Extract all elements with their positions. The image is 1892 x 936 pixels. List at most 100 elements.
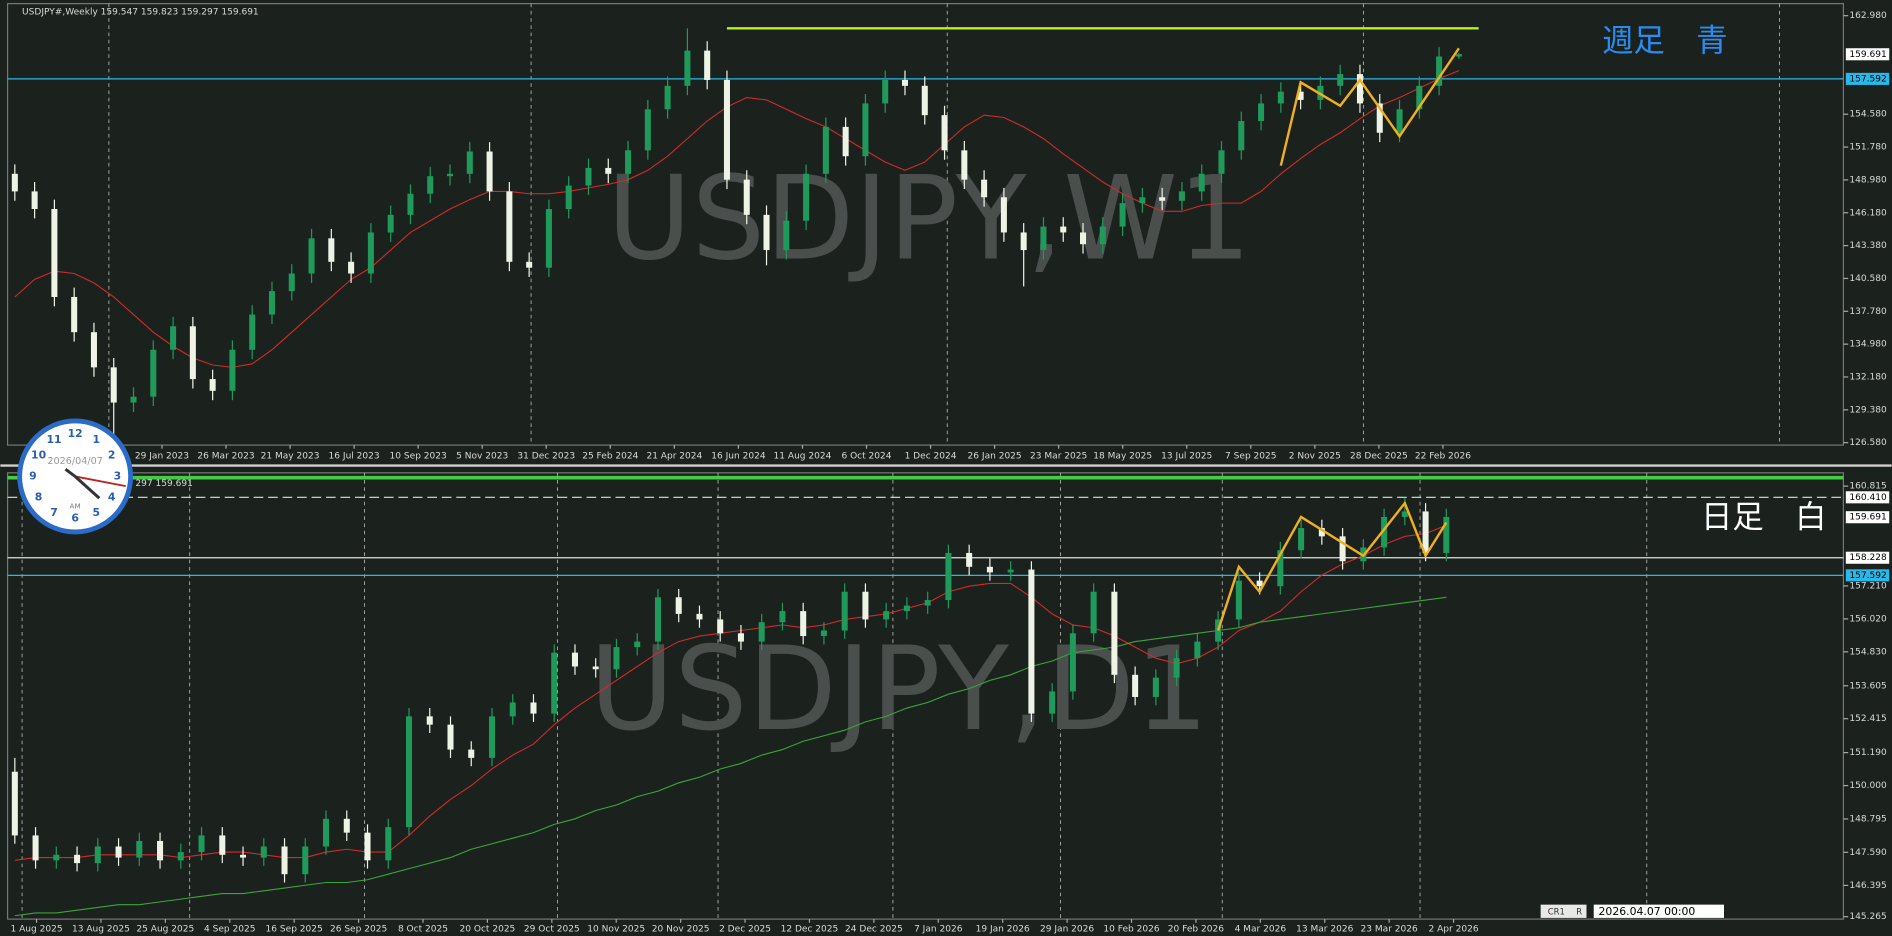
- candle-body: [981, 179, 988, 198]
- candle-body: [281, 846, 288, 875]
- x-tick-label: 29 Jan 2026: [1040, 924, 1094, 934]
- candle-body: [506, 191, 513, 262]
- candle-body: [717, 619, 724, 634]
- candle-body: [585, 167, 592, 186]
- candle-body: [170, 326, 177, 350]
- candle-body: [883, 611, 890, 620]
- price-label-box: [1845, 491, 1890, 504]
- candle-body: [90, 332, 97, 368]
- x-tick-label: 5 Nov 2023: [456, 451, 508, 461]
- candle-body: [1455, 54, 1462, 57]
- candle-body: [1436, 56, 1443, 86]
- candle-body: [1238, 121, 1245, 151]
- x-tick-label: 28 Dec 2025: [1350, 451, 1408, 461]
- candle-body: [348, 261, 355, 274]
- candle-body: [1028, 569, 1035, 714]
- candle-body: [1235, 580, 1242, 620]
- y-tick-label: 157.210: [1849, 581, 1887, 591]
- y-tick-label: 153.605: [1849, 681, 1886, 691]
- x-tick-label: 16 Sep 2025: [266, 924, 323, 934]
- candle-body: [1000, 197, 1007, 233]
- candle-body: [820, 630, 827, 637]
- price-label: 157.592: [1849, 571, 1886, 581]
- price-label-box: [1845, 551, 1890, 564]
- candle-body: [763, 214, 770, 251]
- candle-body: [32, 835, 39, 861]
- candle-body: [605, 167, 612, 174]
- clock-number: 9: [29, 469, 37, 482]
- x-tick-label: 7 Jan 2026: [914, 924, 963, 934]
- clock-number: 4: [108, 491, 116, 504]
- y-tick-label: 140.580: [1849, 274, 1887, 284]
- candle-body: [634, 641, 641, 648]
- candle-body: [803, 173, 810, 221]
- x-tick-label: 4 Mar 2026: [1235, 924, 1287, 934]
- candle-body: [110, 367, 117, 403]
- x-tick-label: 25 Aug 2025: [136, 924, 194, 934]
- candle-body: [1060, 226, 1067, 233]
- x-tick-label: 20 Feb 2026: [1168, 924, 1224, 934]
- candle-body: [268, 291, 275, 315]
- candle-body: [924, 600, 931, 606]
- candle-body: [1090, 591, 1097, 634]
- candle-body: [31, 191, 38, 209]
- candle-body: [526, 261, 533, 268]
- clock-hand: [74, 475, 126, 487]
- candle-body: [302, 846, 309, 875]
- candle-body: [986, 566, 993, 573]
- candle-body: [71, 296, 78, 333]
- candle-body: [189, 326, 196, 380]
- candle-body: [53, 854, 60, 861]
- candle-body: [684, 50, 691, 86]
- candle-body: [966, 552, 973, 567]
- x-tick-label: 31 Dec 2023: [517, 451, 575, 461]
- chart-header: 297 159.691: [135, 479, 192, 489]
- y-tick-label: 152.415: [1849, 714, 1886, 724]
- candle-body: [387, 214, 394, 233]
- candle-body: [488, 716, 496, 758]
- candle-body: [654, 597, 661, 642]
- candle-body: [468, 749, 475, 758]
- x-tick-label: 4 Sep 2025: [204, 924, 256, 934]
- candle-body: [1132, 674, 1139, 697]
- candle-body: [1381, 516, 1388, 548]
- price-label-box: [1845, 72, 1890, 85]
- x-tick-label: 20 Oct 2025: [459, 924, 515, 934]
- candle-body: [1422, 511, 1429, 553]
- candle-body: [209, 379, 216, 391]
- x-tick-label: 24 Dec 2025: [845, 924, 903, 934]
- candle-body: [1258, 103, 1265, 122]
- candle-body: [961, 150, 968, 180]
- x-tick-label: 13 Mar 2026: [1296, 924, 1354, 934]
- y-tick-label: 126.580: [1849, 438, 1887, 448]
- candle-body: [130, 396, 137, 403]
- candle-body: [1152, 677, 1159, 697]
- candle-body: [945, 552, 952, 601]
- clock-number: 10: [31, 448, 47, 461]
- candle-body: [1337, 74, 1344, 86]
- candle-body: [1339, 536, 1346, 562]
- candle-body: [1198, 173, 1205, 192]
- candle-body: [150, 349, 157, 397]
- candle-body: [157, 840, 164, 861]
- chart-header: USDJPY#,Weekly 159.547 159.823 159.297 1…: [22, 8, 259, 18]
- candle-body: [1040, 226, 1047, 251]
- watermark: USDJPY,W1: [607, 152, 1251, 286]
- candle-body: [308, 238, 315, 274]
- clock-hand: [74, 475, 101, 500]
- x-tick-label: 19 Jan 2026: [976, 924, 1030, 934]
- plot-layer: USDJPY,W1162.980154.580151.780148.980146…: [7, 3, 1890, 934]
- x-tick-label: 1 Dec 2024: [905, 451, 957, 461]
- candle-body: [1194, 641, 1201, 659]
- x-tick-label: 10 Nov 2025: [587, 924, 645, 934]
- candle-body: [565, 185, 572, 209]
- annotation: 日足 白: [1701, 500, 1826, 536]
- candle-body: [530, 702, 537, 714]
- x-tick-label: 29 Oct 2025: [524, 924, 580, 934]
- candle-body: [466, 151, 473, 174]
- y-tick-label: 156.020: [1849, 614, 1887, 624]
- x-tick-label: 11 Aug 2024: [774, 451, 832, 461]
- candle-body: [613, 647, 620, 670]
- candle-body: [1020, 232, 1027, 251]
